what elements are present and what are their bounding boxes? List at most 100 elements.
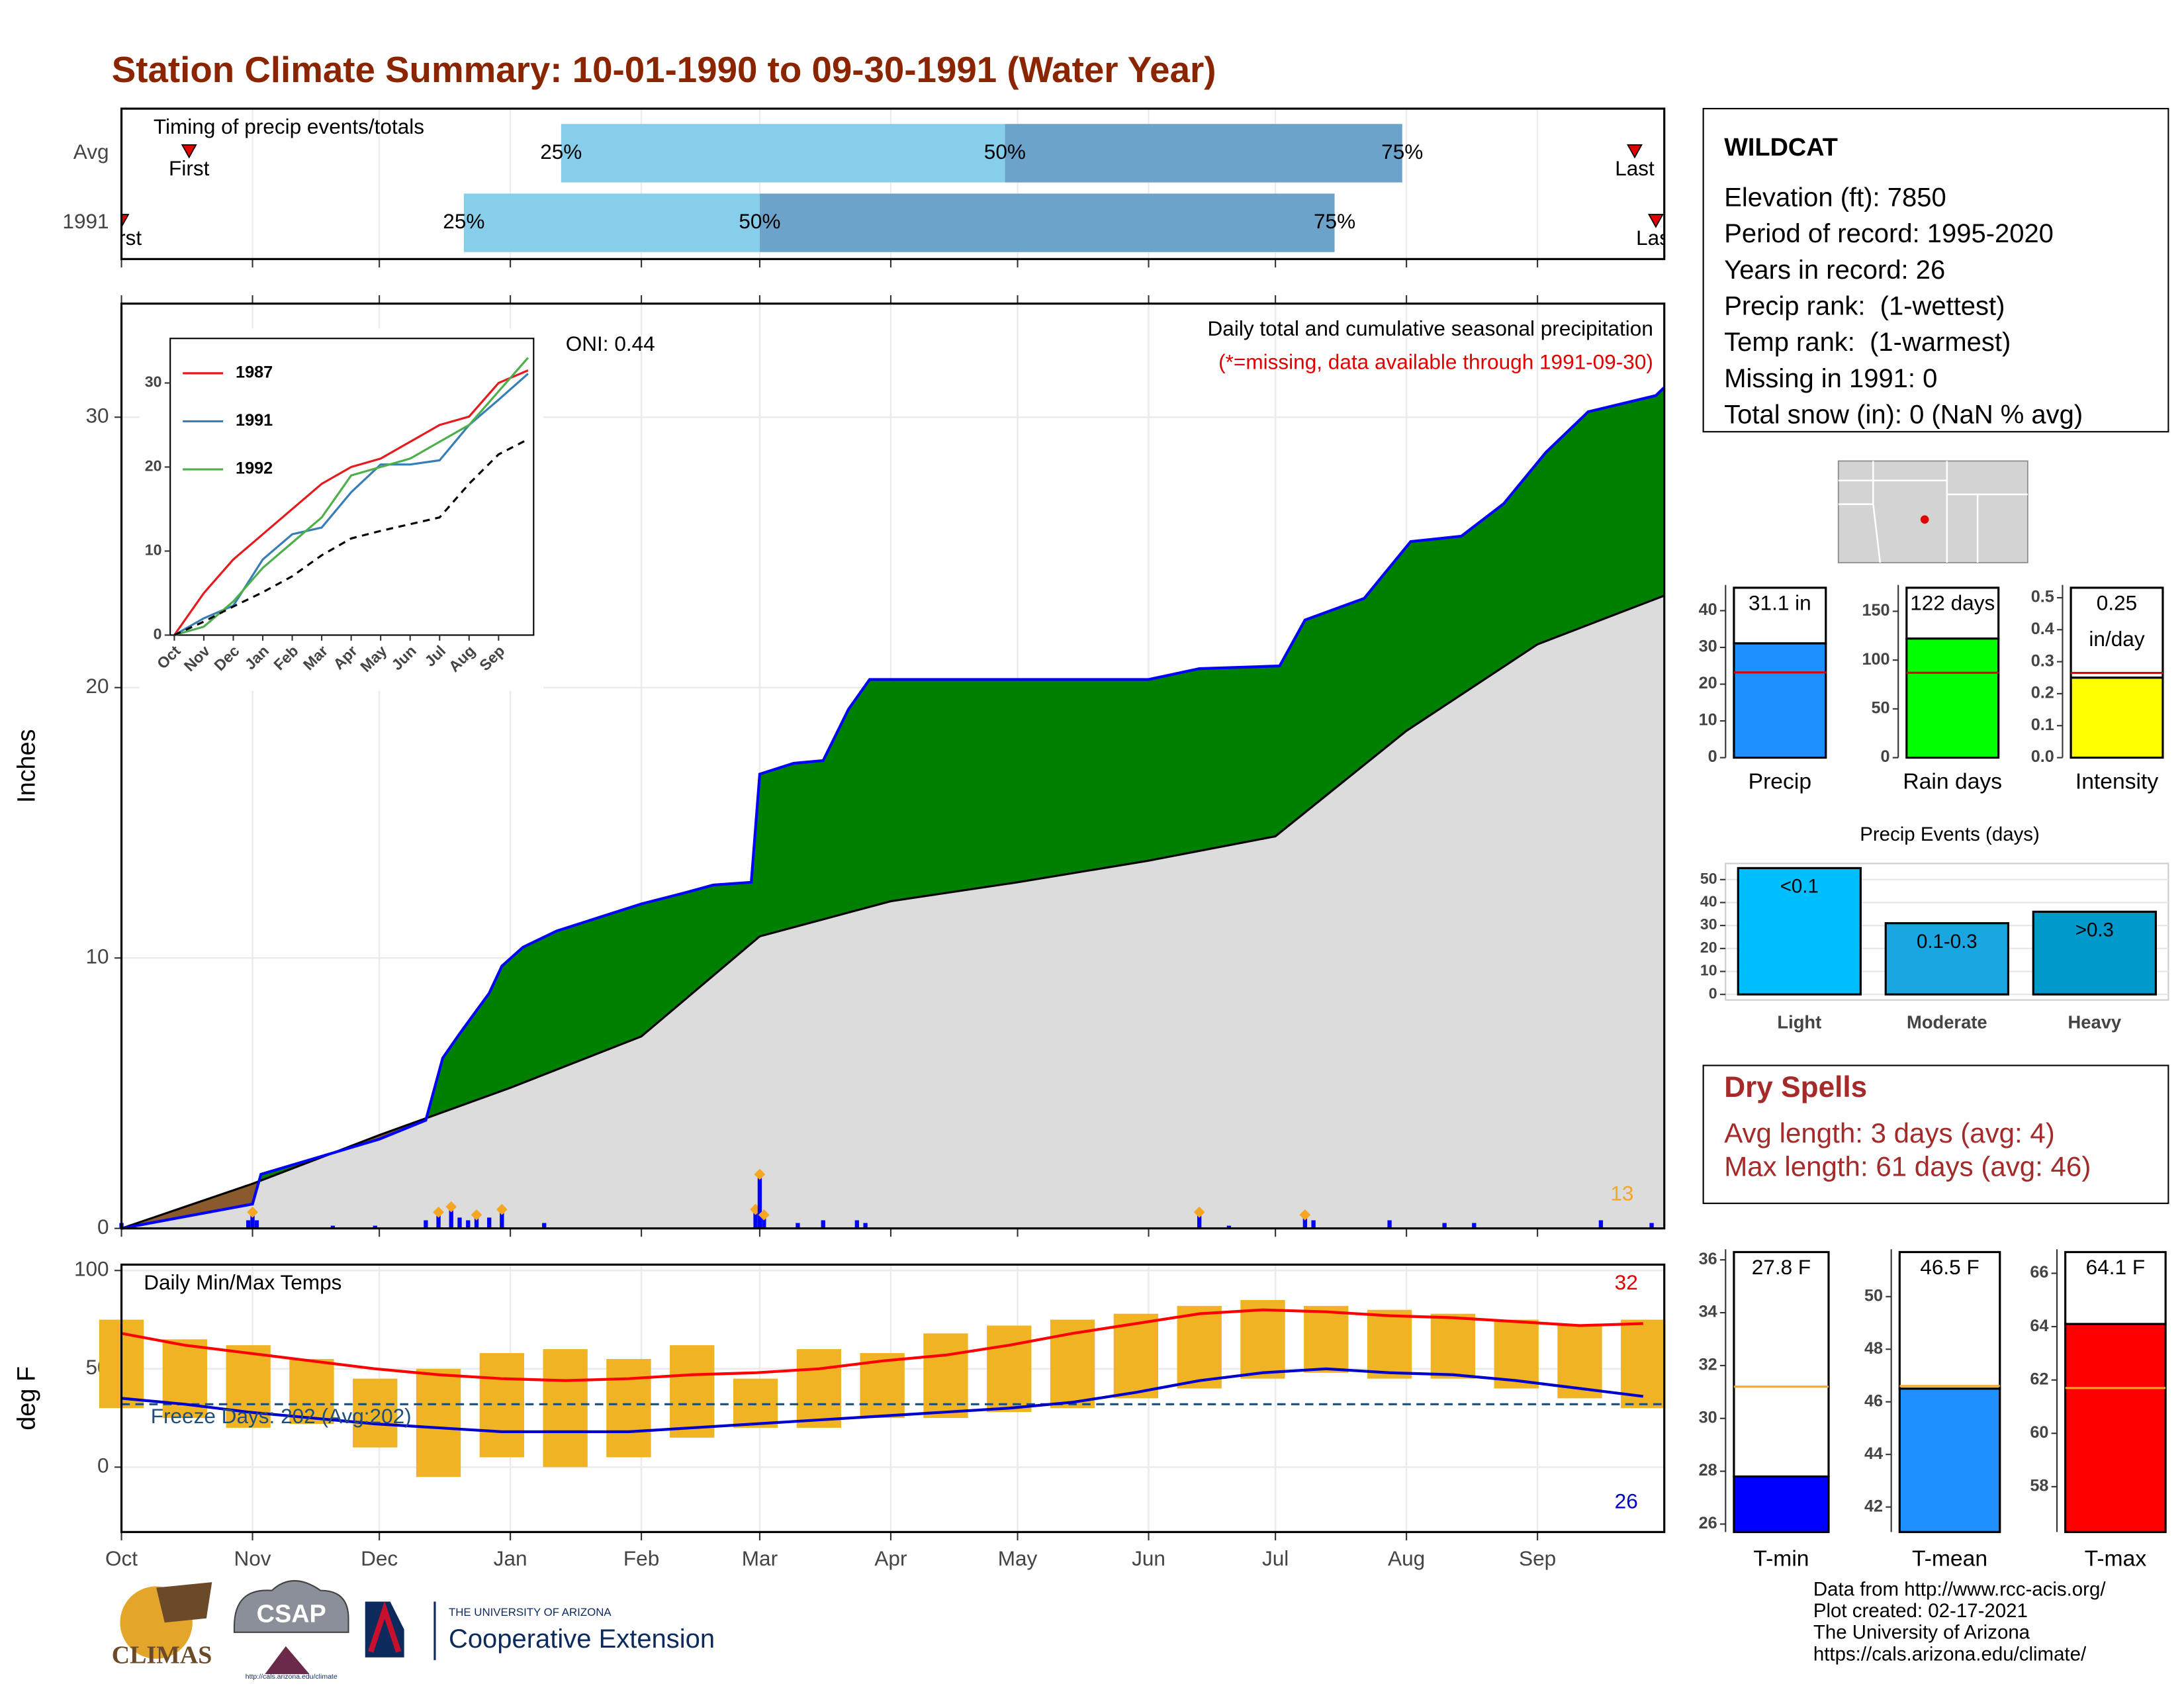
temp-range-bar [1430, 1313, 1476, 1379]
x-tick-label: Dec [361, 1546, 398, 1570]
y-tick-label: 50 [1864, 1286, 1883, 1305]
daily-bar [457, 1217, 462, 1229]
temp-range-bar [796, 1349, 842, 1428]
daily-bar [1311, 1220, 1316, 1229]
y-tick-label: 30 [1699, 1408, 1717, 1427]
chart-title: Daily total and cumulative seasonal prec… [1208, 316, 1653, 340]
map-frame [1837, 460, 2028, 563]
y-tick-label: 50 [1700, 870, 1717, 887]
y-tick-label: 60 [2030, 1423, 2048, 1442]
temp-range-bar [1494, 1319, 1539, 1389]
y-tick-label: 20 [145, 457, 162, 475]
inset-line [173, 438, 529, 636]
x-tick-label: Feb [623, 1546, 659, 1570]
daily-bar [796, 1223, 800, 1229]
daily-bar [424, 1220, 428, 1229]
daily-bar [500, 1209, 504, 1229]
daily-bar [487, 1217, 492, 1229]
quartile-label: 25% [443, 209, 484, 233]
climas-mark [156, 1582, 212, 1623]
bin-label: 0.1-0.3 [1917, 931, 1978, 953]
station-line: Precip rank: (1-wettest) [1724, 292, 2005, 321]
daily-bar [330, 1225, 336, 1229]
x-tick-label: Heavy [2068, 1012, 2122, 1033]
timing-border [120, 107, 1666, 260]
map-borders [1838, 461, 2028, 563]
bar-label: Precip [1749, 769, 1811, 794]
y-tick-label: 150 [1862, 601, 1889, 620]
ua-a [368, 1601, 402, 1653]
footer-line: https://cals.arizona.edu/climate/ [1813, 1643, 2087, 1665]
daily-bar [1442, 1223, 1447, 1229]
inset-line [173, 357, 529, 636]
daily-bar [246, 1220, 251, 1229]
footer-line: Data from http://www.rcc-acis.org/ [1813, 1579, 2106, 1601]
daily-highlight [1193, 1206, 1205, 1218]
event-bar [1737, 867, 1862, 996]
event-bar [1884, 922, 2009, 996]
footer-line: Plot created: 02-17-2021 [1813, 1600, 2028, 1622]
climas-text: CLIMAS [112, 1641, 212, 1669]
dry-box [1702, 1064, 2169, 1204]
oni-label: ONI: 0.44 [566, 332, 655, 355]
event-label: First [101, 226, 142, 250]
bar-label: Intensity [2075, 769, 2159, 794]
temp-range-bar [1367, 1309, 1412, 1379]
temp-range-bar [1177, 1305, 1222, 1389]
y-tick-label: 46 [1864, 1391, 1883, 1410]
legend-label: 1992 [236, 459, 273, 478]
value-box [2070, 586, 2164, 679]
daily-bar [250, 1212, 255, 1229]
temp-range-bar [670, 1345, 715, 1438]
extension-text: Cooperative Extension [449, 1624, 715, 1654]
dry-title: Dry Spells [1724, 1071, 1867, 1103]
y-tick-label: 0.1 [2031, 716, 2054, 734]
bar [2070, 677, 2164, 759]
avg-line [121, 594, 1665, 1230]
logos: CLIMAS CSAP http://cals.arizona.edu/clim… [112, 1579, 715, 1681]
footer-line: The University of Arizona [1813, 1622, 2030, 1644]
y-tick-label: 42 [1864, 1497, 1883, 1515]
y-tick-label: 0.5 [2031, 588, 2054, 606]
y-tick-label: 0 [154, 626, 162, 643]
row-label: 1991 [62, 209, 109, 233]
event-marker [1627, 144, 1643, 159]
station-box [1702, 108, 2169, 433]
dry-line: Max length: 61 days (avg: 46) [1724, 1150, 2091, 1182]
x-tick-label: Jul [1262, 1546, 1289, 1570]
y-tick-label: 40 [1700, 893, 1717, 910]
plot-border [120, 303, 1666, 1230]
temp-range-bar [606, 1358, 651, 1458]
y-tick-label: 10 [1700, 962, 1717, 979]
daily-bar [1649, 1223, 1654, 1229]
value-box [1733, 586, 1827, 645]
legend-label: 1987 [236, 363, 273, 382]
locator-map [1837, 460, 2028, 563]
dry-line: Avg length: 3 days (avg: 4) [1724, 1117, 2055, 1149]
x-tick-label: Mar [742, 1546, 778, 1570]
y-tick-label: 10 [145, 541, 162, 559]
event-label: Last [1615, 156, 1655, 180]
y-tick-label: 64 [2030, 1317, 2048, 1335]
event-marker [181, 144, 197, 159]
y-tick-label: 0 [97, 1454, 109, 1477]
y-tick-label: 66 [2030, 1263, 2048, 1282]
y-tick-label: 30 [86, 404, 109, 428]
temp-range-bar [1240, 1299, 1285, 1379]
y-tick-label: 20 [1699, 674, 1717, 692]
y-tick-label: 20 [1700, 939, 1717, 956]
daily-highlight [433, 1206, 444, 1218]
year-line [121, 386, 1666, 1230]
daily-bar [753, 1209, 758, 1229]
bin-label: >0.3 [2075, 919, 2114, 941]
x-tick-label: Nov [234, 1546, 271, 1570]
daily-bar [542, 1223, 547, 1229]
value-label: 122 days [1910, 590, 1995, 614]
daily-highlight [758, 1209, 770, 1221]
y-tick-label: 26 [1699, 1514, 1717, 1532]
bar [1905, 637, 2000, 759]
quartile-bar [561, 124, 1005, 183]
daily-bar [1387, 1220, 1392, 1229]
daily-bar [1302, 1215, 1308, 1229]
bar-label: T-min [1753, 1546, 1809, 1571]
